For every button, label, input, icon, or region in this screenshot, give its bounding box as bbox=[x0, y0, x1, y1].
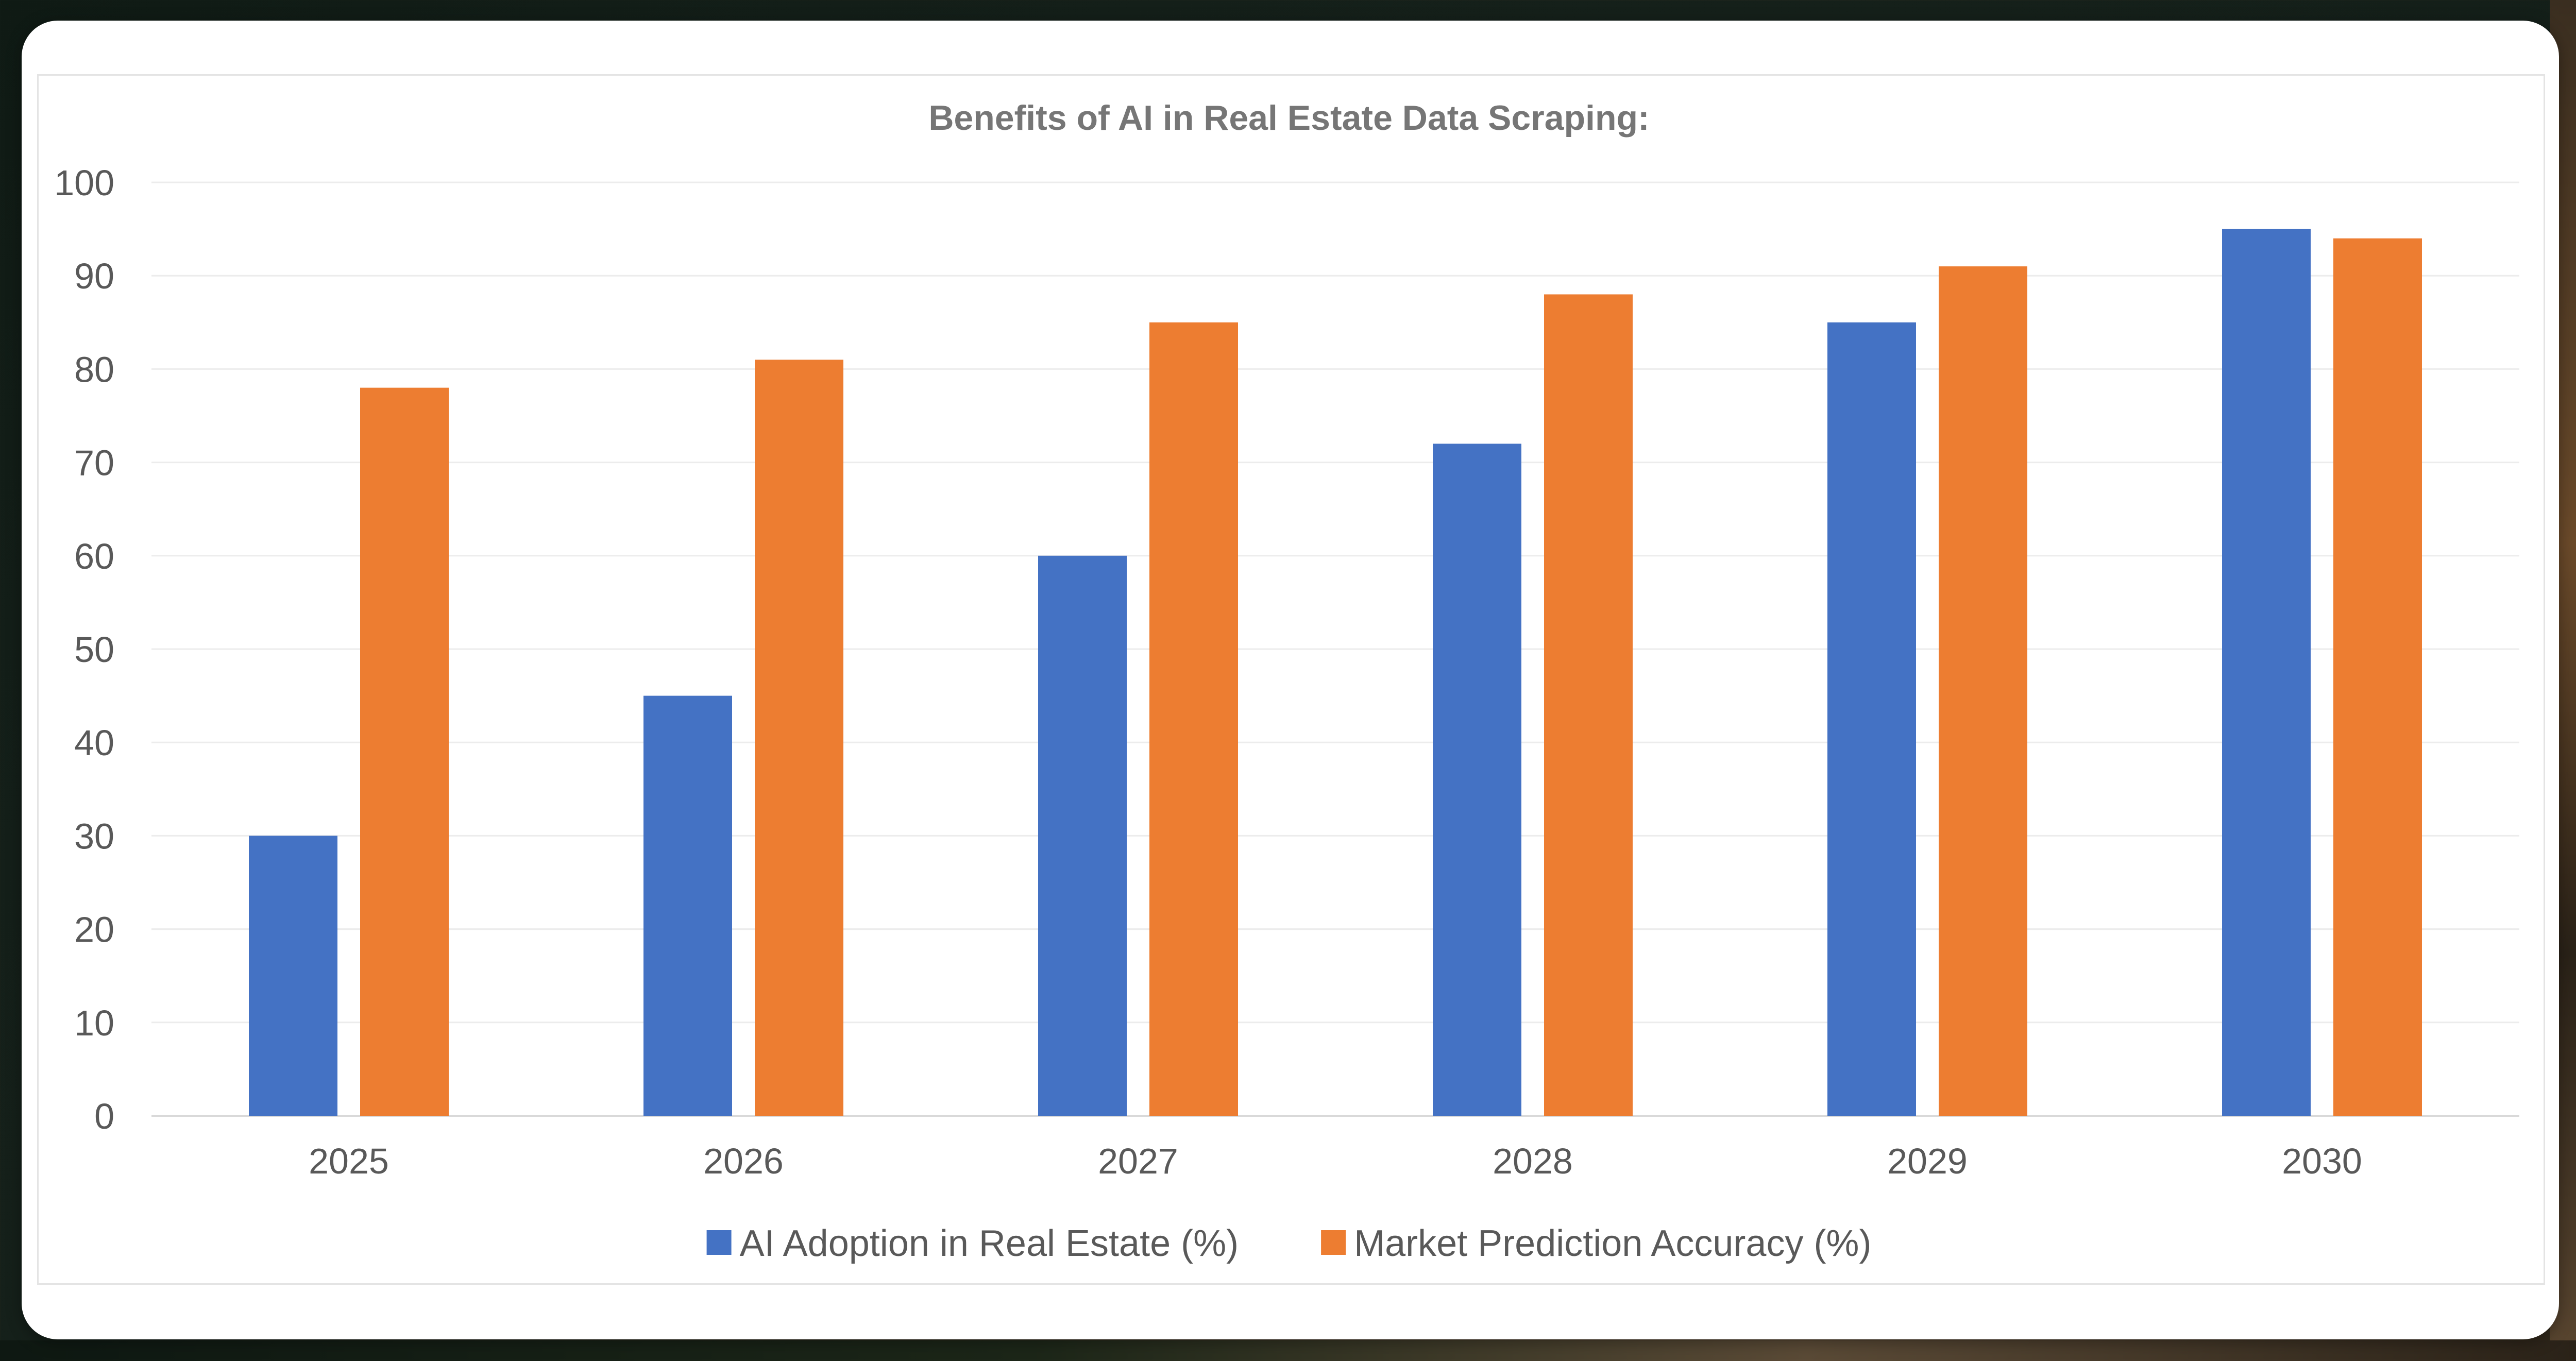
x-tick-label: 2028 bbox=[1493, 1141, 1573, 1181]
bar-ai-adoption-2026 bbox=[643, 695, 732, 1116]
y-tick-label: 20 bbox=[74, 910, 114, 950]
legend-label: Market Prediction Accuracy (%) bbox=[1354, 1223, 1871, 1264]
bar-ai-adoption-2028 bbox=[1433, 444, 1521, 1116]
y-tick-label: 30 bbox=[74, 816, 114, 856]
bar-ai-adoption-2025 bbox=[249, 836, 337, 1116]
bars bbox=[249, 229, 2422, 1116]
x-tick-label: 2026 bbox=[703, 1141, 784, 1181]
legend-swatch bbox=[706, 1230, 732, 1255]
y-tick-label: 90 bbox=[74, 256, 114, 296]
x-tick-label: 2030 bbox=[2282, 1141, 2362, 1181]
bar-prediction-accuracy-2027 bbox=[1149, 322, 1238, 1116]
y-tick-label: 0 bbox=[94, 1096, 114, 1136]
y-tick-label: 80 bbox=[74, 349, 114, 389]
bar-ai-adoption-2027 bbox=[1038, 555, 1127, 1116]
y-tick-label: 50 bbox=[74, 630, 114, 670]
legend-swatch bbox=[1321, 1230, 1346, 1255]
bar-ai-adoption-2029 bbox=[1827, 322, 1916, 1116]
legend-label: AI Adoption in Real Estate (%) bbox=[740, 1223, 1239, 1264]
x-tick-label: 2027 bbox=[1098, 1141, 1178, 1181]
bar-prediction-accuracy-2030 bbox=[2333, 238, 2422, 1116]
y-tick-label: 70 bbox=[74, 443, 114, 483]
x-tick-label: 2025 bbox=[309, 1141, 389, 1181]
background-edge-bottom bbox=[0, 1340, 2576, 1361]
x-axis-tick-labels: 2025 2026 2027 2028 2029 2030 bbox=[309, 1141, 2362, 1181]
bar-prediction-accuracy-2028 bbox=[1544, 294, 1633, 1116]
bar-prediction-accuracy-2026 bbox=[755, 360, 843, 1116]
chart-title: Benefits of AI in Real Estate Data Scrap… bbox=[928, 98, 1649, 138]
chart-card: Benefits of AI in Real Estate Data Scrap… bbox=[22, 21, 2559, 1339]
gridlines bbox=[151, 181, 2519, 1117]
chart-frame bbox=[37, 74, 2545, 1285]
y-axis-tick-labels: 0 10 20 30 40 50 60 70 80 90 100 bbox=[54, 163, 114, 1136]
bar-prediction-accuracy-2029 bbox=[1939, 266, 2027, 1116]
y-tick-label: 100 bbox=[54, 163, 114, 203]
bar-ai-adoption-2030 bbox=[2222, 229, 2311, 1116]
y-tick-label: 60 bbox=[74, 536, 114, 576]
bar-prediction-accuracy-2025 bbox=[360, 387, 449, 1116]
legend-item: AI Adoption in Real Estate (%) bbox=[706, 1223, 1239, 1264]
x-tick-label: 2029 bbox=[1887, 1141, 1968, 1181]
bar-chart: Benefits of AI in Real Estate Data Scrap… bbox=[54, 98, 2519, 1264]
legend-item: Market Prediction Accuracy (%) bbox=[1321, 1223, 1871, 1264]
y-tick-label: 40 bbox=[74, 723, 114, 763]
legend: AI Adoption in Real Estate (%) Market Pre… bbox=[706, 1223, 1871, 1264]
y-tick-label: 10 bbox=[74, 1003, 114, 1043]
